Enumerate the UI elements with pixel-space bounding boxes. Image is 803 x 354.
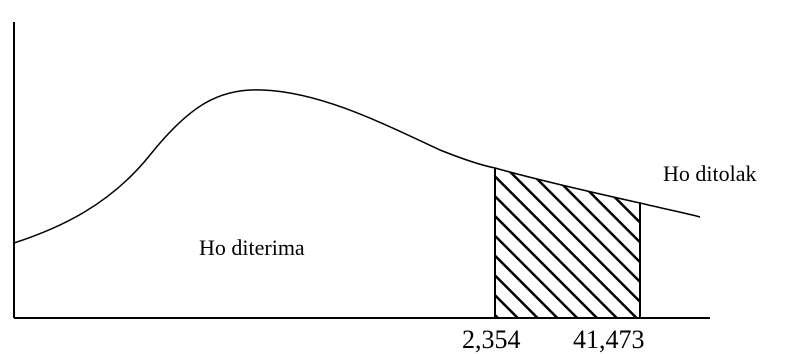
critical-value-lower-label: 2,354 <box>462 325 521 354</box>
accept-region-label: Ho diterima <box>199 235 305 260</box>
distribution-curve <box>13 89 701 244</box>
reject-region-label: Ho ditolak <box>663 161 757 186</box>
critical-value-upper-label: 41,473 <box>573 325 645 354</box>
hatched-critical-region <box>495 168 640 318</box>
